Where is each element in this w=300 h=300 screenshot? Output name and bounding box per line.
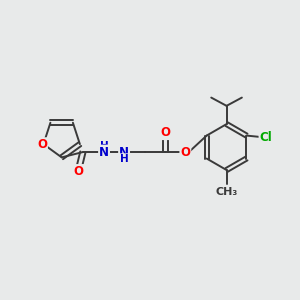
Text: O: O <box>180 146 190 159</box>
Text: H: H <box>100 141 108 151</box>
Text: Cl: Cl <box>260 130 272 143</box>
Text: CH₃: CH₃ <box>215 187 238 196</box>
Text: H: H <box>120 154 128 164</box>
Text: O: O <box>37 138 47 151</box>
Text: N: N <box>99 146 109 159</box>
Text: O: O <box>160 126 170 139</box>
Text: N: N <box>119 146 129 159</box>
Text: O: O <box>74 165 83 178</box>
